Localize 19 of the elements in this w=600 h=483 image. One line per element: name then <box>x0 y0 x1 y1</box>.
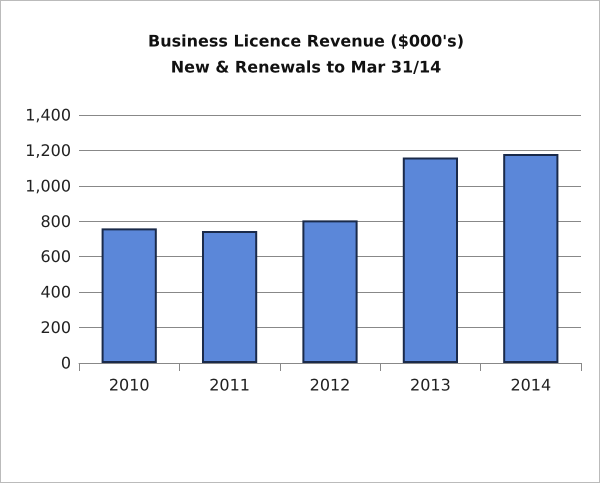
chart-title: Business Licence Revenue ($000's) New & Renewals to Mar 31/14 <box>148 32 464 76</box>
y-tick-label: 200 <box>40 318 71 338</box>
y-tick-label: 1,400 <box>25 106 71 124</box>
y-tick-label: 1,200 <box>25 140 71 160</box>
x-tick-label: 2014 <box>510 376 552 394</box>
bar <box>202 231 258 363</box>
x-tick-label: 2010 <box>108 376 150 394</box>
y-tick-label: 400 <box>40 282 71 302</box>
y-tick-label: 1,000 <box>25 176 71 196</box>
y-tick-label: 0 <box>60 354 71 372</box>
y-tick-label: 800 <box>40 212 71 231</box>
y-tick-label: 600 <box>40 247 71 266</box>
x-tick-label: 2012 <box>310 376 350 394</box>
bar <box>503 154 558 363</box>
bar <box>102 228 157 363</box>
x-tick-label: 2011 <box>209 376 250 394</box>
bar <box>402 158 458 363</box>
x-tick-label: 2013 <box>410 376 451 394</box>
bar <box>302 220 358 363</box>
